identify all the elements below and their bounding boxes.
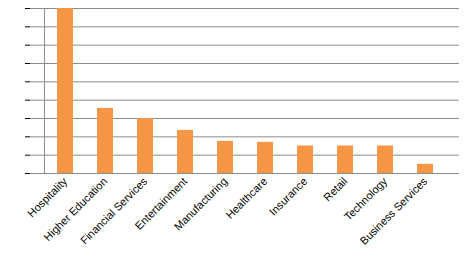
svg-text:Healthcare: Healthcare — [223, 175, 269, 221]
svg-text:Hospitality: Hospitality — [25, 174, 70, 220]
svg-text:Manufacturing: Manufacturing — [172, 175, 230, 233]
svg-text:Entertainment: Entertainment — [132, 174, 190, 232]
svg-text:Retail: Retail — [321, 175, 349, 203]
svg-text:Higher Education: Higher Education — [41, 174, 110, 244]
svg-text:Insurance: Insurance — [267, 175, 310, 218]
svg-text:Business Services: Business Services — [357, 175, 429, 247]
svg-text:Financial Services: Financial Services — [78, 175, 150, 247]
svg-text:Technology: Technology — [341, 174, 390, 223]
